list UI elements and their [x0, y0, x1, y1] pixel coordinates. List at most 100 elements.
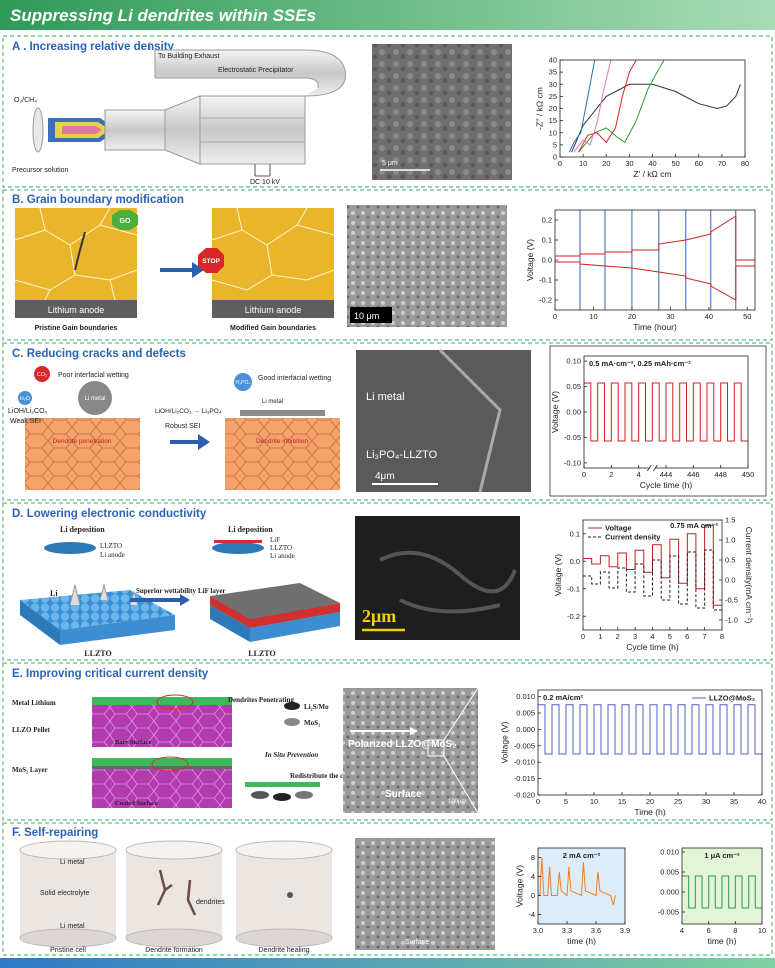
y-tick-label: 10 [549, 128, 557, 137]
schematic-label: Solid electrolyte [40, 890, 90, 897]
schematic-label: MoS₂ Layer [12, 766, 48, 774]
y-axis-label: -Z'' / kΩ cm [535, 87, 545, 130]
image-label: Surface [385, 789, 422, 800]
y2-tick-label: 1.0 [725, 536, 735, 545]
x-tick-label: 1 [598, 632, 602, 641]
plot-frame [554, 209, 756, 311]
x-tick-label: 10 [589, 312, 597, 321]
x-tick-label: 40 [705, 312, 713, 321]
schematic-label: Poor interfacial wetting [58, 372, 129, 379]
schematic-label: Li [50, 589, 58, 598]
decoration [78, 381, 112, 415]
decoration [112, 210, 138, 230]
decoration [245, 782, 320, 787]
schematic-label: Lithium anode [245, 305, 302, 315]
series-line [583, 549, 722, 611]
x-tick-label: 50 [671, 159, 679, 168]
decoration [170, 434, 210, 450]
x-tick-label: 20 [646, 797, 654, 806]
figure-title: Suppressing Li dendrites within SSEs [10, 6, 316, 25]
decoration [130, 594, 190, 606]
decoration [236, 850, 332, 938]
y-tick-label: -0.010 [514, 758, 535, 767]
decoration [20, 850, 116, 938]
panel-frame [2, 35, 773, 188]
x-tick-label: 10 [590, 797, 598, 806]
decoration [60, 615, 175, 645]
x-tick-label: 3.6 [591, 926, 601, 935]
x-tick-label: 25 [674, 797, 682, 806]
decoration [284, 702, 300, 710]
panel-heading: C. Reducing cracks and defects [12, 348, 186, 360]
schematic-label: In Situ Prevention [264, 751, 318, 759]
decoration [295, 791, 313, 799]
zoom-lines [443, 687, 479, 814]
decoration [156, 694, 194, 710]
schematic-label: LLZO Pellet [12, 726, 51, 734]
x-tick-label: 10 [579, 159, 587, 168]
x-axis-label: Cycle time (h) [640, 480, 693, 490]
y-tick-label: 0 [553, 153, 557, 162]
decoration [284, 718, 300, 726]
scale-box [350, 307, 392, 323]
decoration [32, 107, 44, 153]
decoration [18, 391, 32, 405]
series-line [682, 875, 762, 909]
voltage-chart: 0 10 20 30 40 50 -0.2 -0.1 0.0 0.1 0.2 Time (hour) V… [525, 209, 756, 332]
decoration [160, 262, 204, 278]
x-tick-label: 3 [633, 632, 637, 641]
legend-label: Current density [605, 533, 661, 542]
sem-image [347, 205, 507, 327]
y-tick-label: -0.10 [564, 458, 581, 467]
x-tick-label: 444 [660, 470, 673, 479]
image-label: Li₃PO₄-LLZTO [366, 449, 438, 461]
x-axis-label: Time (hour) [633, 322, 677, 332]
x-tick-label: 3.9 [620, 926, 630, 935]
decoration [25, 418, 140, 490]
y-tick-label: 0.2 [542, 216, 552, 225]
scale-label: 10 μm [354, 311, 379, 321]
repair-chart: 3.0 3.3 3.6 3.9 -4 0 4 8 time (h) Voltage (V) 2 mA… [514, 847, 630, 946]
image-texture [379, 550, 517, 614]
decoration [225, 418, 340, 490]
schematic-label: Pristine Gain boundaries [35, 325, 118, 332]
decoration [234, 373, 252, 391]
x-tick-label: 80 [741, 159, 749, 168]
decoration [198, 248, 224, 273]
schematic-label: LiOH/Li₂CO₃ [8, 408, 48, 415]
x-tick-label: 0 [558, 159, 562, 168]
axis-break [647, 464, 658, 472]
schematic-label: Li deposition [228, 525, 273, 534]
x-tick-label: 8 [733, 926, 737, 935]
y-tick-label: 0.000 [516, 725, 535, 734]
x-axis-label: Z' / kΩ cm [633, 169, 671, 179]
decoration [250, 612, 340, 642]
schematic-label: Precursor solution [12, 167, 69, 174]
x-tick-label: 446 [687, 470, 700, 479]
lif-schematic: Li deposition LLZTO Li anode Li depositi… [20, 525, 340, 658]
decoration [92, 766, 232, 769]
schematic-label: CO₂ [37, 372, 47, 378]
series-line [539, 857, 616, 906]
decoration [34, 366, 50, 382]
y-tick-label: -0.1 [567, 584, 580, 593]
x-tick-label: 0 [582, 470, 586, 479]
x-tick-label: 6 [707, 926, 711, 935]
decoration [125, 840, 223, 860]
y-tick-label: -0.015 [514, 774, 535, 783]
y-tick-label: -0.1 [539, 276, 552, 285]
x-tick-label: 7 [703, 632, 707, 641]
decoration [92, 705, 232, 747]
schematic-label: Dendrite formation [145, 947, 203, 954]
y-tick-label: -0.005 [658, 908, 679, 917]
schematic-label: LLZTO [270, 544, 292, 552]
decoration [19, 840, 117, 860]
scale-label: 4μm [375, 471, 395, 482]
panel-frame [2, 342, 773, 501]
decoration [104, 109, 166, 151]
y-tick-label: 0.010 [516, 692, 535, 701]
mos2-schematic: Metal Lithium LLZO Pellet Dendrites Pene… [12, 694, 363, 808]
series-line [583, 382, 653, 442]
y-tick-label: 30 [549, 80, 557, 89]
decoration [19, 928, 117, 948]
